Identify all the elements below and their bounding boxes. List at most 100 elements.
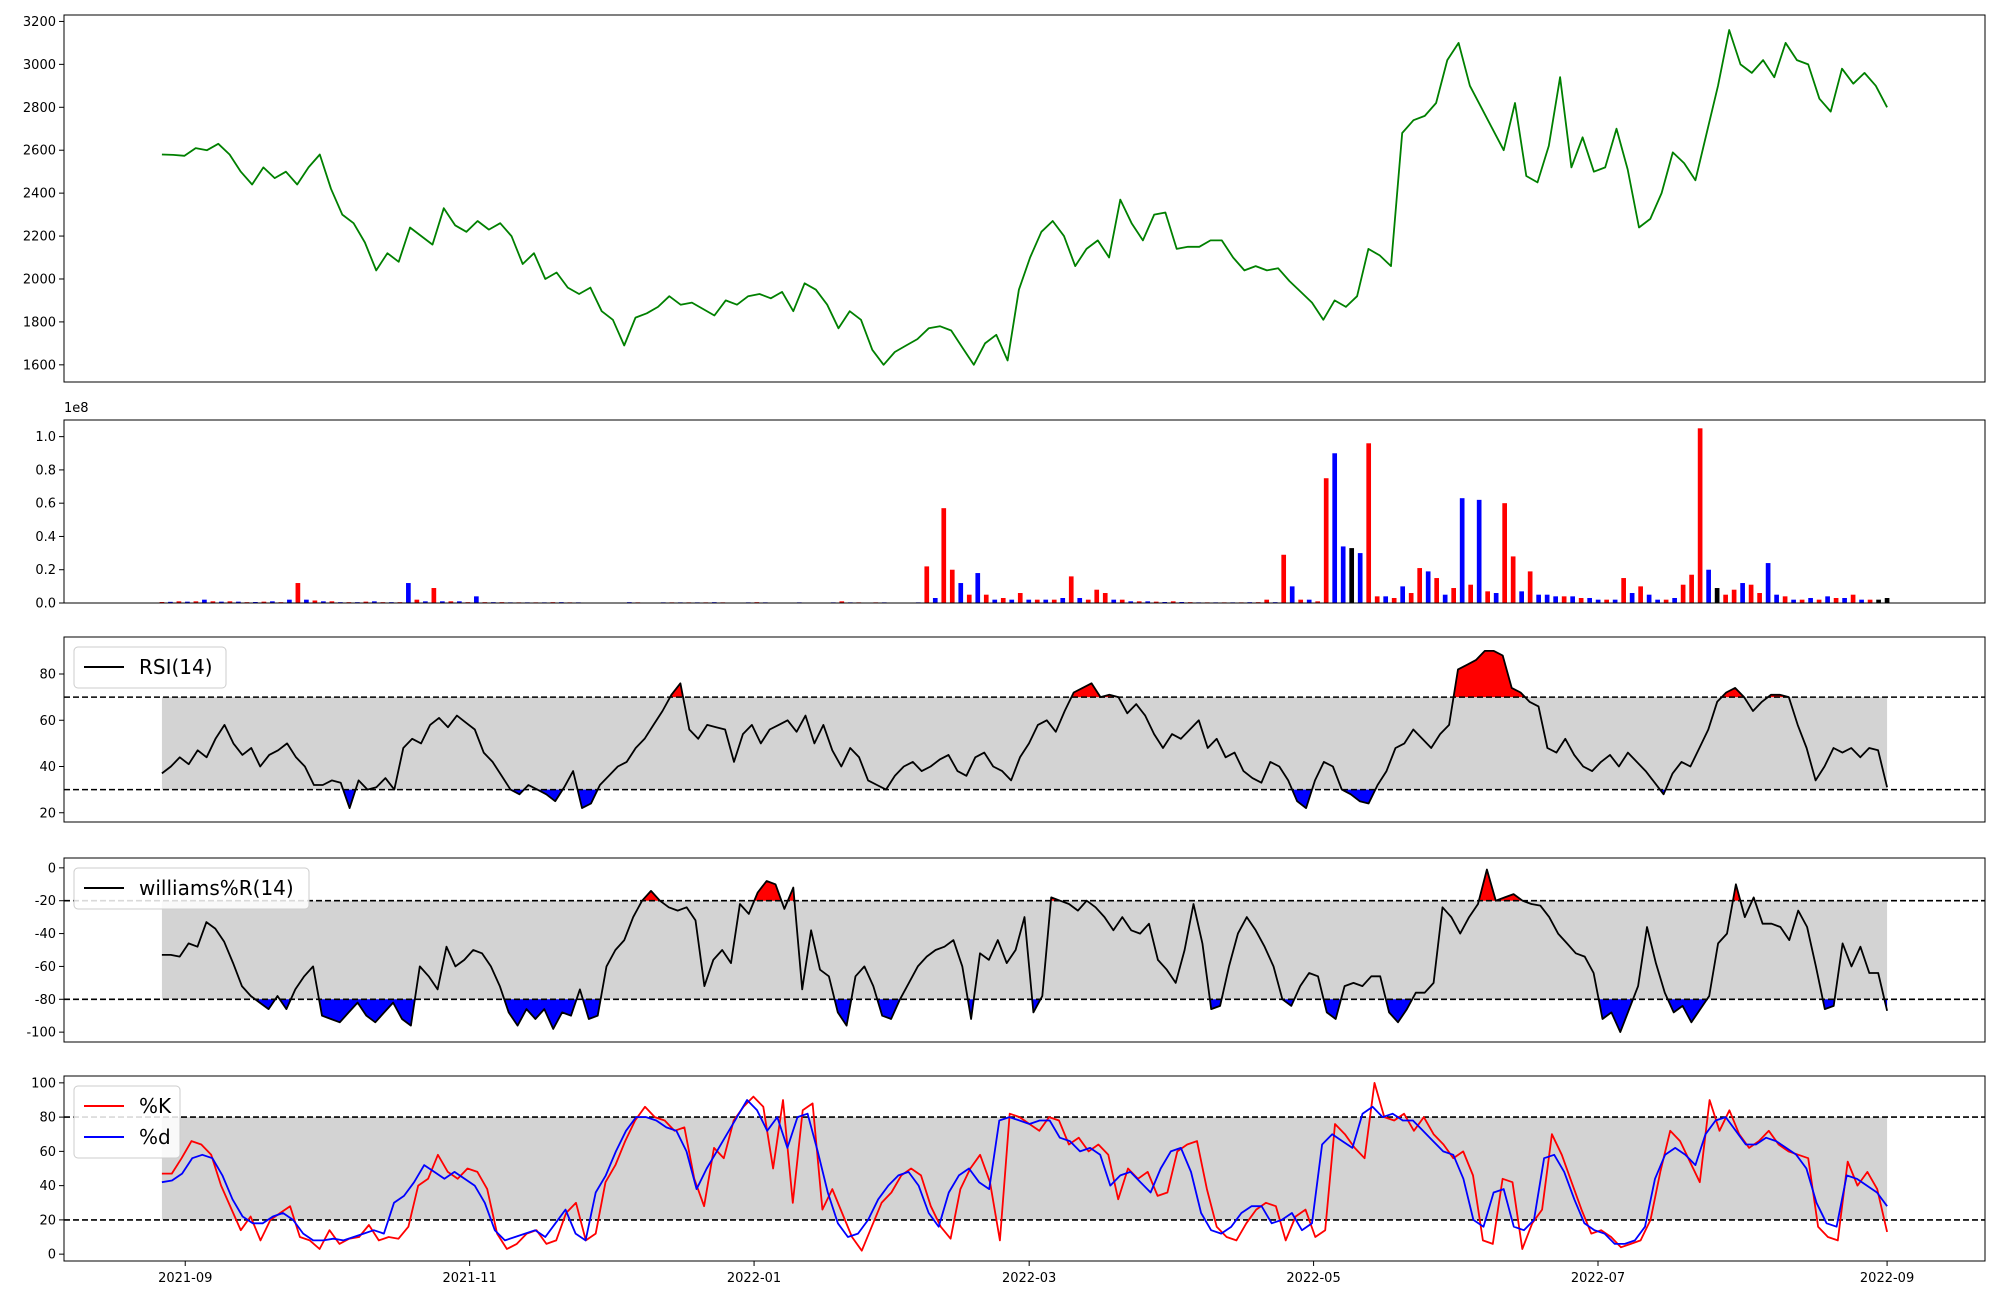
oversold-fill	[582, 999, 601, 1019]
legend-label: %K	[139, 1094, 172, 1118]
y-tick-label: 20	[39, 1213, 56, 1228]
oversold-fill	[877, 999, 900, 1019]
y-tick-label: 2800	[23, 101, 56, 116]
volume-bar	[1085, 599, 1091, 603]
series-line	[161, 1099, 1888, 1245]
volume-bar	[1731, 589, 1737, 603]
legend-box	[73, 646, 227, 689]
volume-bar	[1672, 598, 1677, 603]
volume-bar	[1425, 571, 1431, 603]
volume-bar	[270, 601, 275, 603]
volume-bar	[431, 588, 437, 603]
legend-box	[73, 867, 310, 910]
volume-bar	[1442, 594, 1448, 603]
volume-bar	[1349, 548, 1355, 603]
oversold-fill	[343, 789, 356, 809]
axes-frame	[63, 857, 1986, 1043]
volume-bar	[295, 583, 301, 603]
volume-bar	[1009, 599, 1015, 603]
volume-bar	[414, 599, 420, 603]
y-tick-label: 2400	[23, 187, 56, 202]
volume-bar	[1621, 578, 1626, 603]
volume-bar	[1374, 596, 1380, 603]
volume-bar	[1017, 593, 1023, 603]
volume-bar	[1383, 596, 1389, 603]
volume-bar	[1289, 586, 1295, 603]
y-tick-label: 0.4	[35, 530, 56, 545]
volume-bar	[1544, 594, 1550, 603]
volume-bar	[941, 508, 947, 603]
volume-bar	[1000, 598, 1006, 603]
y-tick-label: 0.0	[35, 597, 56, 612]
volume-bar	[312, 600, 318, 603]
volume-offset-label: 1e8	[64, 401, 89, 416]
x-tick-label: 2022-09	[1860, 1271, 1914, 1286]
y-tick-label: 60	[39, 714, 56, 729]
overbought-fill	[1478, 869, 1496, 901]
oversold-fill	[1209, 999, 1222, 1010]
volume-bar	[958, 583, 964, 603]
legend-label: williams%R(14)	[139, 876, 294, 900]
volume-bar	[1833, 598, 1839, 603]
axes-frame	[63, 636, 1986, 823]
volume-bar	[1655, 599, 1660, 603]
y-tick-label: 0.2	[35, 563, 56, 578]
volume-bar	[1536, 594, 1541, 603]
volume-bar	[1859, 599, 1864, 603]
volume-bar	[1689, 574, 1694, 603]
volume-bar	[839, 601, 845, 603]
volume-bar	[1697, 428, 1703, 603]
volume-bar	[1604, 599, 1609, 603]
oversold-fill	[1598, 999, 1633, 1033]
y-tick-label: 1600	[23, 358, 56, 373]
volume-bar	[1077, 598, 1083, 603]
volume-bar	[1774, 594, 1779, 603]
volume-bar	[1451, 588, 1457, 603]
oversold-fill	[1822, 999, 1835, 1010]
x-tick-label: 2021-09	[158, 1271, 212, 1286]
volume-bar	[1102, 593, 1108, 603]
volume-bar	[1884, 598, 1890, 603]
volume-bar	[1136, 601, 1142, 603]
volume-bar	[363, 601, 369, 603]
volume-bar	[1876, 599, 1881, 603]
volume-bar	[1051, 599, 1057, 603]
volume-bar	[1502, 503, 1507, 603]
volume-bar	[983, 594, 989, 603]
volume-bar	[1680, 584, 1686, 603]
volume-bar	[1340, 546, 1346, 603]
volume-bar	[168, 601, 173, 603]
volume-bar	[202, 599, 207, 603]
volume-bar	[1646, 594, 1652, 603]
y-tick-label: 3000	[23, 58, 56, 73]
volume-bar	[1060, 598, 1066, 603]
volume-bar	[1595, 599, 1601, 603]
band-shade	[161, 697, 1888, 790]
y-tick-label: -20	[35, 894, 56, 909]
y-tick-label: 2000	[23, 272, 56, 287]
oversold-fill	[1667, 999, 1707, 1023]
volume-bar	[1034, 599, 1040, 603]
volume-bar	[932, 598, 938, 603]
volume-bar	[1723, 594, 1728, 603]
volume-bar	[1476, 499, 1482, 603]
series-line	[161, 868, 1888, 1033]
volume-bar	[1264, 599, 1270, 603]
y-tick-label: 0.6	[35, 497, 56, 512]
volume-bar	[329, 601, 335, 603]
band-shade	[161, 900, 1888, 1000]
legend-box	[73, 1085, 181, 1159]
oversold-fill	[577, 789, 598, 809]
rsi-panel: 20 40 60 80 RSI(14)	[39, 636, 1986, 823]
series-line	[161, 1082, 1888, 1252]
y-tick-label: 1.0	[35, 430, 56, 445]
volume-bar	[1816, 599, 1822, 603]
price-line	[161, 29, 1888, 366]
volume-bar	[1068, 576, 1074, 603]
volume-bar	[1629, 593, 1635, 603]
volume-bar	[1298, 599, 1304, 603]
volume-bar	[1366, 443, 1372, 603]
volume-bar	[1850, 594, 1856, 603]
volume-bar	[1578, 598, 1584, 603]
volume-bar	[406, 583, 411, 603]
